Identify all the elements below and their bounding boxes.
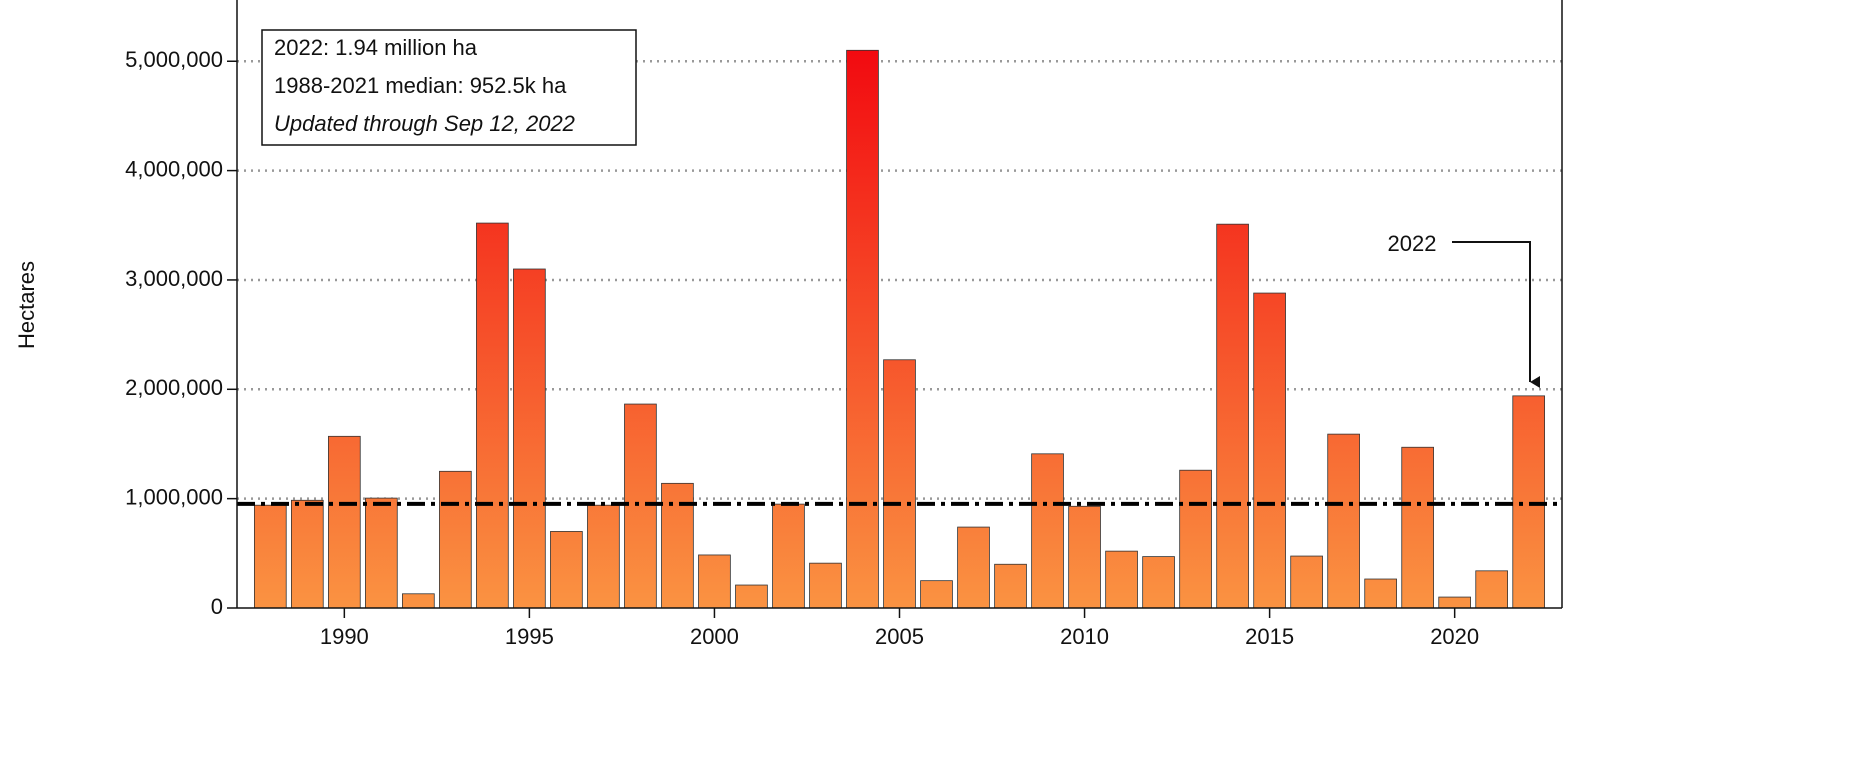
bar	[994, 563, 1027, 609]
bar	[1327, 433, 1360, 609]
bar	[883, 359, 916, 609]
bar	[1290, 555, 1323, 609]
bar	[365, 497, 398, 609]
bar	[253, 504, 287, 609]
bar	[1253, 292, 1286, 609]
bar	[846, 49, 879, 609]
y-tick-label: 2,000,000	[125, 375, 223, 400]
bar	[698, 554, 731, 609]
y-tick-label: 3,000,000	[125, 266, 223, 291]
x-tick-label: 2005	[875, 624, 924, 649]
x-tick-label: 2020	[1430, 624, 1479, 649]
bar	[809, 562, 842, 609]
x-tick-label: 2000	[690, 624, 739, 649]
bar	[328, 435, 361, 609]
bar	[1068, 505, 1101, 609]
bar	[957, 526, 990, 609]
bar	[1179, 469, 1212, 609]
bar	[476, 222, 509, 609]
y-tick-label: 4,000,000	[125, 156, 223, 181]
annotation-line: 1988-2021 median: 952.5k ha	[274, 73, 567, 98]
bar	[1364, 578, 1397, 609]
y-tick-label: 5,000,000	[125, 47, 223, 72]
bar	[624, 403, 657, 609]
bar	[291, 499, 324, 609]
x-tick-label: 1995	[505, 624, 554, 649]
bar	[439, 470, 472, 609]
plot: 0 1,000,000 2,000,000 3,000,000 4,000,000 5,0…	[125, 0, 1563, 649]
bar	[735, 584, 768, 609]
bar	[1142, 556, 1175, 609]
arrow	[1452, 241, 1540, 388]
y-axis-label: Hectares	[14, 261, 39, 349]
bar	[1401, 446, 1434, 609]
arrow-label: 2022	[1388, 231, 1437, 256]
x-tick-label: 2010	[1060, 624, 1109, 649]
y-tick-label: 0	[211, 594, 223, 619]
bar	[1216, 223, 1249, 609]
bar	[402, 593, 435, 609]
bar	[587, 504, 620, 609]
bar	[1105, 550, 1138, 609]
annotation-line: Updated through Sep 12, 2022	[274, 111, 575, 136]
bar	[1475, 570, 1508, 609]
x-tick-label: 1990	[320, 624, 369, 649]
y-tick-label: 1,000,000	[125, 484, 223, 509]
annotation-line: 2022: 1.94 million ha	[274, 35, 478, 60]
x-tick-label: 2015	[1245, 624, 1294, 649]
bar	[1438, 596, 1471, 609]
bar	[550, 531, 583, 609]
bar	[513, 268, 546, 609]
bar	[920, 580, 953, 609]
annotation-box	[261, 29, 637, 146]
bar	[772, 503, 805, 609]
bar	[1031, 453, 1064, 609]
